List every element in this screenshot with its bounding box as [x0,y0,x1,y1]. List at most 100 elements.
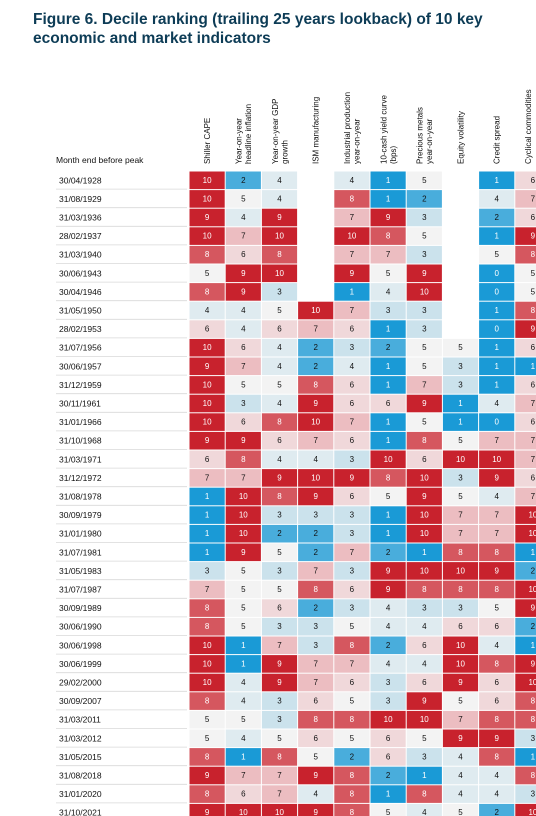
cell-value: 0 [494,269,499,278]
cell-value: 5 [531,269,536,278]
table-row: 31/05/2015 8 1 8 5 2 6 3 4 8 1 [56,748,536,767]
heatmap-cell [406,524,442,543]
heatmap-cell [189,190,225,208]
heatmap-cell [298,431,334,450]
cell-value: 1 [531,752,536,761]
cell-value: 3 [531,790,536,799]
column-header-line: Industrial production [343,92,352,164]
heatmap-cell [261,431,298,450]
heatmap-cell [370,673,406,692]
cell-value: 5 [422,343,427,352]
heatmap-cell [370,748,406,766]
cell-value: 1 [386,176,391,185]
cell-value: 9 [386,585,391,594]
cell-value: 2 [386,343,391,352]
heatmap-cell [442,636,479,655]
cell-value: 1 [386,194,391,203]
row-label: 30/06/1999 [59,659,102,669]
cell-value: 4 [422,622,427,631]
cell-value: 5 [458,492,463,501]
heatmap-cell [406,283,442,301]
heatmap-cell [298,506,334,524]
cell-value: 4 [386,622,391,631]
heatmap-cell [298,599,334,617]
cell-value: 4 [350,176,355,185]
cell-value: 10 [492,455,501,464]
row-label: 31/08/2018 [59,771,102,781]
cell-value: 5 [241,585,246,594]
cell-value: 5 [422,232,427,241]
cell-value: 3 [458,380,463,389]
heatmap-cell [189,394,225,413]
heatmap-cell [189,692,225,710]
cell-value: 4 [494,771,499,780]
cell-value: 2 [386,641,391,650]
heatmap-cell [261,543,298,562]
heatmap-cell [261,599,298,617]
table-row: 31/03/1936 9 4 9 7 9 3 2 6 [56,208,536,227]
heatmap-cell [406,357,442,376]
cell-value: 5 [494,250,499,259]
cell-value: 1 [386,790,391,799]
table-row: 31/05/1950 4 4 5 10 7 3 3 1 8 [56,301,536,320]
table-row: 31/03/2012 5 4 5 6 5 6 5 9 9 3 [56,729,536,748]
cell-value: 6 [277,604,282,613]
cell-value: 9 [205,771,210,780]
heatmap-cell [406,376,442,394]
cell-value: 1 [205,511,210,520]
heatmap-cell [225,171,261,190]
cell-value: 10 [203,380,212,389]
cell-value: 7 [241,362,246,371]
heatmap-cell [334,524,370,543]
cell-value: 5 [386,269,391,278]
cell-value: 9 [205,362,210,371]
cell-value: 5 [458,343,463,352]
column-header-8: Equity volatility [457,111,466,164]
heatmap-cell [298,562,334,580]
heatmap-cell [479,301,515,320]
heatmap-cell [225,803,261,816]
cell-value: 8 [241,455,246,464]
table-row: 31/03/1940 8 6 8 7 7 3 5 8 [56,245,536,264]
cell-value: 1 [494,232,499,241]
cell-value: 0 [494,325,499,334]
cell-value: 6 [350,436,355,445]
cell-value: 5 [277,734,282,743]
cell-value: 9 [531,604,536,613]
heatmap-cell [225,357,261,376]
cell-value: 1 [531,362,536,371]
cell-value: 10 [203,678,212,687]
heatmap-cell [298,617,334,636]
heatmap-cell [334,803,370,816]
cell-value: 9 [241,287,246,296]
heatmap-cell [189,376,225,394]
heatmap-cell [334,227,370,245]
row-label: 30/09/2007 [59,696,102,706]
heatmap-cell [370,264,406,283]
heatmap-cell [442,227,479,245]
cell-value: 10 [311,418,320,427]
heatmap-cell [261,357,298,376]
cell-value: 10 [528,585,536,594]
cell-value: 7 [350,548,355,557]
cell-value: 7 [241,473,246,482]
cell-value: 3 [422,213,427,222]
row-label: 31/08/1978 [59,492,102,502]
heatmap-cell [189,171,225,190]
heatmap-cell [406,264,442,283]
row-label: 30/04/1928 [59,175,102,185]
cell-value: 5 [350,734,355,743]
cell-value: 7 [531,194,536,203]
heatmap-cell [370,394,406,413]
table-row: 31/07/1956 10 6 4 2 3 2 5 5 1 6 [56,338,536,357]
heatmap-cell [370,357,406,376]
heatmap-cell [515,431,536,450]
cell-value: 6 [350,325,355,334]
cell-value: 10 [456,566,465,575]
row-header-label: Month end before peak [56,155,144,165]
cell-value: 8 [205,697,210,706]
cell-value: 10 [275,269,284,278]
cell-value: 3 [350,343,355,352]
heatmap-cell [225,729,261,748]
cell-value: 5 [422,734,427,743]
